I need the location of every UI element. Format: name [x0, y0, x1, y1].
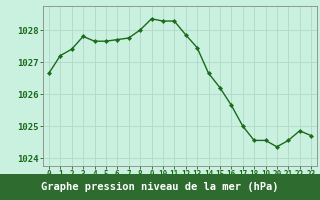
Text: Graphe pression niveau de la mer (hPa): Graphe pression niveau de la mer (hPa) — [41, 182, 279, 192]
